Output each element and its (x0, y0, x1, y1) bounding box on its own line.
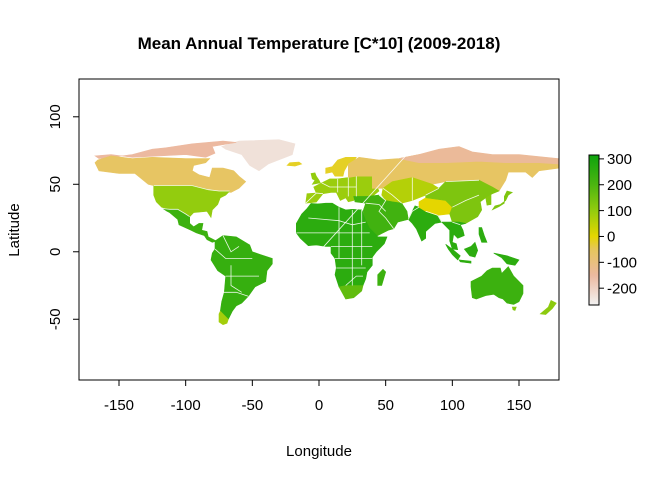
x-tick-label: 50 (377, 397, 394, 414)
border-line (425, 210, 443, 223)
land-japan (491, 190, 514, 211)
land-sumatra (445, 244, 461, 261)
color-legend: 300 200 100 0 -100 -200 (588, 151, 637, 306)
legend-tick-label: 200 (607, 177, 632, 194)
land-canada-north (94, 140, 237, 159)
y-axis: -50 0 50 100 (47, 104, 79, 330)
land-new-zealand (539, 299, 557, 315)
border-line (452, 221, 461, 226)
land-southeast-asia (440, 221, 466, 251)
x-tick-label: 0 (315, 397, 323, 414)
legend-tick-label: 0 (607, 229, 615, 246)
y-axis-label: Latitude (6, 203, 23, 256)
land-new-guinea (493, 252, 520, 266)
y-tick-label: 100 (47, 104, 64, 129)
land-java (458, 259, 472, 264)
land-philippines (478, 227, 488, 243)
border-line (378, 194, 395, 230)
land-canada (94, 155, 247, 193)
legend-tick-label: 100 (607, 203, 632, 220)
border-line (345, 275, 363, 286)
legend-color-bar (588, 154, 600, 306)
land-australia (470, 266, 524, 305)
border-line (365, 202, 386, 212)
border-line (318, 61, 492, 253)
x-tick-label: -150 (104, 397, 134, 414)
x-tick-label: 100 (440, 397, 465, 414)
border-line (407, 206, 420, 220)
land-europe (305, 175, 380, 204)
border-line (223, 291, 249, 297)
land-india (407, 205, 443, 242)
land-africa (296, 202, 388, 288)
land-tasmania (511, 306, 517, 311)
x-tick-label: 150 (506, 397, 531, 414)
land-south-africa (338, 285, 364, 300)
border-line (452, 194, 480, 208)
land-korea (485, 194, 492, 206)
border-line (230, 265, 242, 293)
border-line (222, 235, 240, 253)
land-siberia-north (398, 146, 560, 165)
border-line (425, 187, 440, 196)
land-greenland (221, 139, 296, 172)
y-tick-label: -50 (47, 308, 64, 330)
x-tick-label: -100 (171, 397, 201, 414)
chart-title: Mean Annual Temperature [C*10] (2009-201… (138, 34, 501, 53)
land-patagonia (218, 310, 229, 326)
country-borders (153, 61, 492, 297)
land-borneo (463, 241, 479, 258)
border-line (382, 187, 402, 204)
legend-tick-label: -100 (607, 255, 637, 272)
x-tick-label: -50 (241, 397, 263, 414)
x-axis: -150 -100 -50 0 50 100 150 (104, 380, 532, 414)
legend-tick-label: 300 (607, 151, 632, 168)
land-madagascar (377, 268, 387, 286)
y-tick-label: 0 (47, 248, 64, 256)
y-tick-label: 50 (47, 176, 64, 193)
x-axis-label: Longitude (286, 443, 352, 460)
legend-tick-label: -200 (607, 280, 637, 297)
border-line (305, 192, 324, 204)
land-south-america (210, 235, 273, 320)
land-uk (310, 172, 321, 185)
border-line (153, 185, 230, 192)
border-line (445, 179, 480, 182)
border-line (214, 248, 253, 259)
border-line (162, 208, 190, 218)
land-iceland (286, 161, 303, 167)
map-layer (94, 139, 560, 326)
